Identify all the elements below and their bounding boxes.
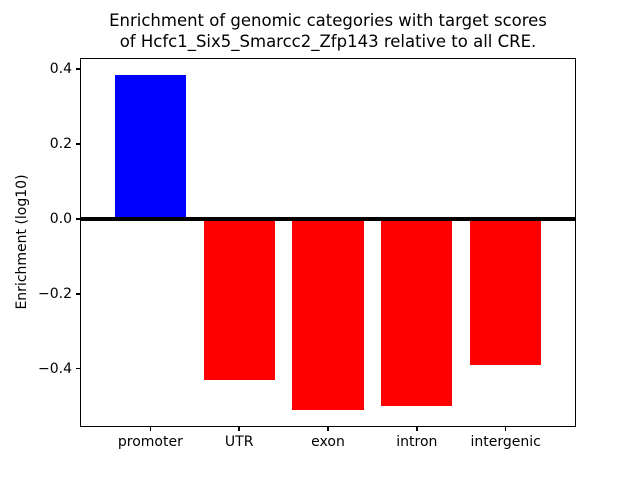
x-tick-mark <box>149 427 152 431</box>
y-tick-mark <box>76 293 80 295</box>
y-tick-label: 0.2 <box>49 136 72 153</box>
y-tick-mark <box>76 68 80 70</box>
y-tick-mark <box>76 367 80 370</box>
y-tick-mark <box>76 143 80 145</box>
bar-UTR <box>203 218 275 380</box>
x-tick-mark <box>238 427 240 431</box>
x-tick-label-exon: exon <box>311 434 345 450</box>
bar-intergenic <box>470 218 542 365</box>
zero-baseline <box>81 216 575 221</box>
y-tick-label: −0.4 <box>38 360 72 377</box>
bar-promoter <box>114 74 186 219</box>
bar-exon <box>292 218 364 410</box>
x-tick-mark <box>327 427 329 431</box>
bar-intron <box>381 218 453 407</box>
plot-area <box>80 58 576 427</box>
x-tick-label-intron: intron <box>396 434 438 450</box>
x-tick-label-promoter: promoter <box>117 434 183 450</box>
y-tick-mark <box>76 218 80 220</box>
x-tick-mark <box>504 427 507 431</box>
x-tick-mark <box>416 427 418 431</box>
y-tick-label: 0.4 <box>49 61 72 78</box>
x-tick-label-UTR: UTR <box>224 434 254 450</box>
y-tick-label: −0.2 <box>38 285 72 302</box>
y-tick-label: 0.0 <box>49 210 72 227</box>
x-tick-label-intergenic: intergenic <box>470 434 541 450</box>
chart-title: Enrichment of genomic categories with ta… <box>109 11 547 51</box>
